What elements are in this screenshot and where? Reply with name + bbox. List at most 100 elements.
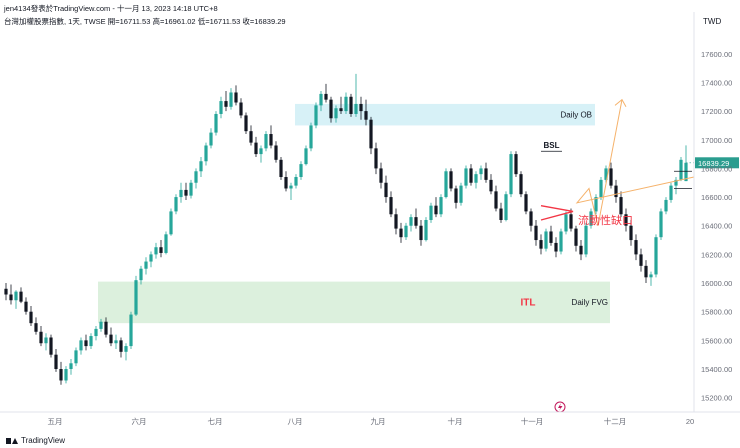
candle-body xyxy=(9,294,13,301)
candle-body xyxy=(649,274,653,278)
candle-body xyxy=(129,314,133,347)
candle-body xyxy=(369,119,373,149)
candle-body xyxy=(654,237,658,275)
candle-body xyxy=(94,328,98,337)
candle-body xyxy=(434,205,438,215)
x-tick-label: 七月 xyxy=(208,417,223,426)
candle-body xyxy=(684,162,688,182)
time-axis: 五月 六月 七月 八月 九月 十月 十一月 十二月 20 xyxy=(0,411,740,426)
candle-body xyxy=(514,154,518,175)
y-tick-label: 17000.00 xyxy=(701,136,732,145)
candle-body xyxy=(364,111,368,120)
candle-body xyxy=(254,142,258,155)
candle-body xyxy=(374,148,378,169)
x-tick-label: 20 xyxy=(686,417,694,426)
candle-body xyxy=(199,161,203,172)
projection-path xyxy=(575,99,695,226)
candle-body xyxy=(279,159,283,178)
candle-body xyxy=(484,168,488,180)
y-tick-label: 15800.00 xyxy=(701,308,732,317)
candle-body xyxy=(284,177,288,189)
candle-body xyxy=(404,225,408,238)
candle-body xyxy=(474,174,478,183)
candle-body xyxy=(499,208,503,220)
x-tick-label: 九月 xyxy=(371,417,386,426)
candle-body xyxy=(99,321,103,329)
candle-body xyxy=(24,301,28,312)
candle-body xyxy=(159,247,163,253)
candle-body xyxy=(394,214,398,229)
candle-body xyxy=(539,240,543,249)
candle-body xyxy=(89,336,93,347)
candle-body xyxy=(154,247,158,255)
candle-body xyxy=(429,205,433,220)
x-tick-label: 十一月 xyxy=(521,416,544,426)
candle-body xyxy=(479,168,483,175)
candle-body xyxy=(229,92,233,107)
symbol-info: 台灣加權股票指數, 1天, TWSE 開=16711.53 高=16961.02… xyxy=(4,17,286,26)
candle-body xyxy=(104,321,108,335)
candle-body xyxy=(334,108,338,119)
candle-body xyxy=(344,96,348,112)
candle-body xyxy=(579,245,583,255)
y-tick-label: 16800.00 xyxy=(701,164,732,173)
candle-body xyxy=(39,331,43,344)
candle-body xyxy=(439,197,443,215)
daily-fvg-label: Daily FVG xyxy=(572,298,608,307)
candle-body xyxy=(664,199,668,212)
y-tick-label: 16400.00 xyxy=(701,222,732,231)
candle-body xyxy=(629,225,633,241)
candle-body xyxy=(59,369,63,381)
candle-body xyxy=(494,191,498,209)
candle-body xyxy=(354,103,358,114)
candle-body xyxy=(124,346,128,352)
projection-arrowhead xyxy=(614,98,627,108)
candle-body xyxy=(324,93,328,100)
candle-body xyxy=(294,177,298,186)
zones: Daily OB Daily FVG xyxy=(98,103,610,324)
candle-body xyxy=(214,113,218,133)
candle-body xyxy=(659,211,663,238)
daily-fvg-zone xyxy=(98,281,610,324)
footer-brand: TradingView xyxy=(21,436,66,445)
tradingview-logo-icon xyxy=(6,437,18,445)
candle-body xyxy=(674,179,678,186)
candle-body xyxy=(119,340,123,352)
y-tick-label: 17200.00 xyxy=(701,107,732,116)
candle-body xyxy=(194,171,198,183)
candle-body xyxy=(549,231,553,243)
candle-body xyxy=(179,189,183,198)
candle-body xyxy=(574,228,578,246)
candle-body xyxy=(454,188,458,203)
liquidity-gap-arrow xyxy=(540,204,574,221)
candle-body xyxy=(409,217,413,226)
x-tick-label: 八月 xyxy=(288,417,303,426)
candle-body xyxy=(319,93,323,106)
y-tick-label: 17600.00 xyxy=(701,50,732,59)
candle-body xyxy=(69,363,73,370)
candle-body xyxy=(669,185,673,200)
candle-body xyxy=(14,291,18,301)
candle-body xyxy=(54,354,58,370)
candle-body xyxy=(79,340,83,351)
x-tick-label: 五月 xyxy=(48,417,63,426)
candle-body xyxy=(424,220,428,241)
y-tick-label: 17400.00 xyxy=(701,78,732,87)
price-axis: TWD 15200.00 15400.00 15600.00 15800.00 16000… xyxy=(693,12,732,412)
candle-body xyxy=(544,231,548,249)
last-price-label: 16839.29 xyxy=(698,159,729,168)
candle-body xyxy=(134,280,138,315)
candle-body xyxy=(29,311,33,324)
candle-body xyxy=(264,134,268,149)
liquidity-gap-label: 流動性缺口 xyxy=(578,213,633,227)
candle-body xyxy=(414,217,418,226)
candle-body xyxy=(489,179,493,192)
candle-body xyxy=(139,268,143,281)
candle-body xyxy=(164,234,168,253)
candle-body xyxy=(234,92,238,103)
candle-body xyxy=(174,197,178,212)
annotations: BSL 16839.29 流動性缺口 ITL xyxy=(521,98,739,413)
daily-ob-label: Daily OB xyxy=(560,111,592,120)
x-tick-label: 六月 xyxy=(132,416,147,426)
